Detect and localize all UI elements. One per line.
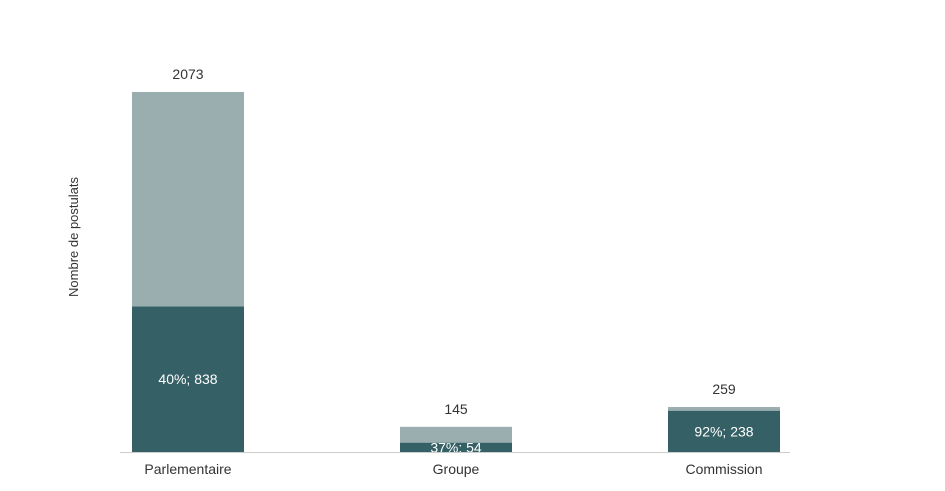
segment-label-groupe: 37%; 54: [430, 439, 482, 455]
labels-group: 40%; 838 2073 Parlementaire 37%; 54 145 Group…: [144, 66, 762, 477]
segment-label-commission: 92%; 238: [694, 423, 753, 439]
bar-segment-1-groupe: [400, 442, 512, 452]
total-label-commission: 259: [712, 381, 736, 397]
x-tick-label-commission: Commission: [685, 461, 762, 477]
bars-group: [132, 92, 780, 452]
bar-segment-2-commission: [668, 407, 780, 411]
bar-segment-2-groupe: [400, 426, 512, 443]
y-axis-title: Nombre de postulats: [66, 177, 81, 297]
total-label-groupe: 145: [444, 401, 468, 417]
bar-segment-1-parlementaire: [132, 306, 244, 452]
bar-segment-2-parlementaire: [132, 92, 244, 307]
x-tick-label-parlementaire: Parlementaire: [144, 461, 231, 477]
total-label-parlementaire: 2073: [172, 66, 203, 82]
x-tick-label-groupe: Groupe: [433, 461, 480, 477]
segment-label-parlementaire: 40%; 838: [158, 371, 217, 387]
bar-segment-1-commission: [668, 410, 780, 452]
